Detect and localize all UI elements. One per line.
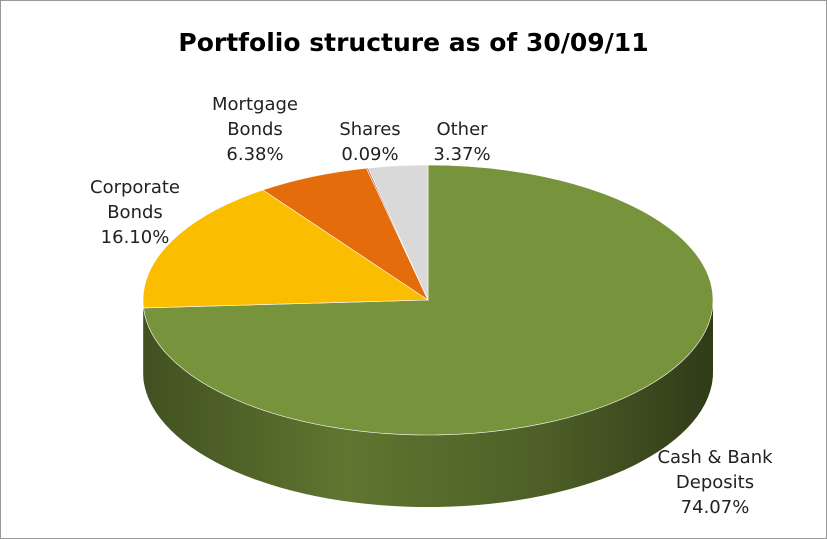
value-label: 74.07% [680,497,750,518]
slice-label: Cash & Bank Deposits [657,447,773,493]
value-label: 3.37% [433,144,491,165]
slice [142,189,429,309]
slice-label: Other [436,119,488,140]
slice [367,164,429,301]
slice [262,167,429,301]
value-label: 6.38% [226,144,284,165]
side-shade [143,300,714,508]
slice-label: Mortgage Bonds [212,94,298,140]
slice-label: Shares [339,119,401,140]
value-label: 16.10% [100,227,170,248]
slice-label: Corporate Bonds [90,177,180,223]
value-label: 0.09% [341,144,399,165]
chart-title: Portfolio structure as of 30/09/11 [178,28,649,57]
